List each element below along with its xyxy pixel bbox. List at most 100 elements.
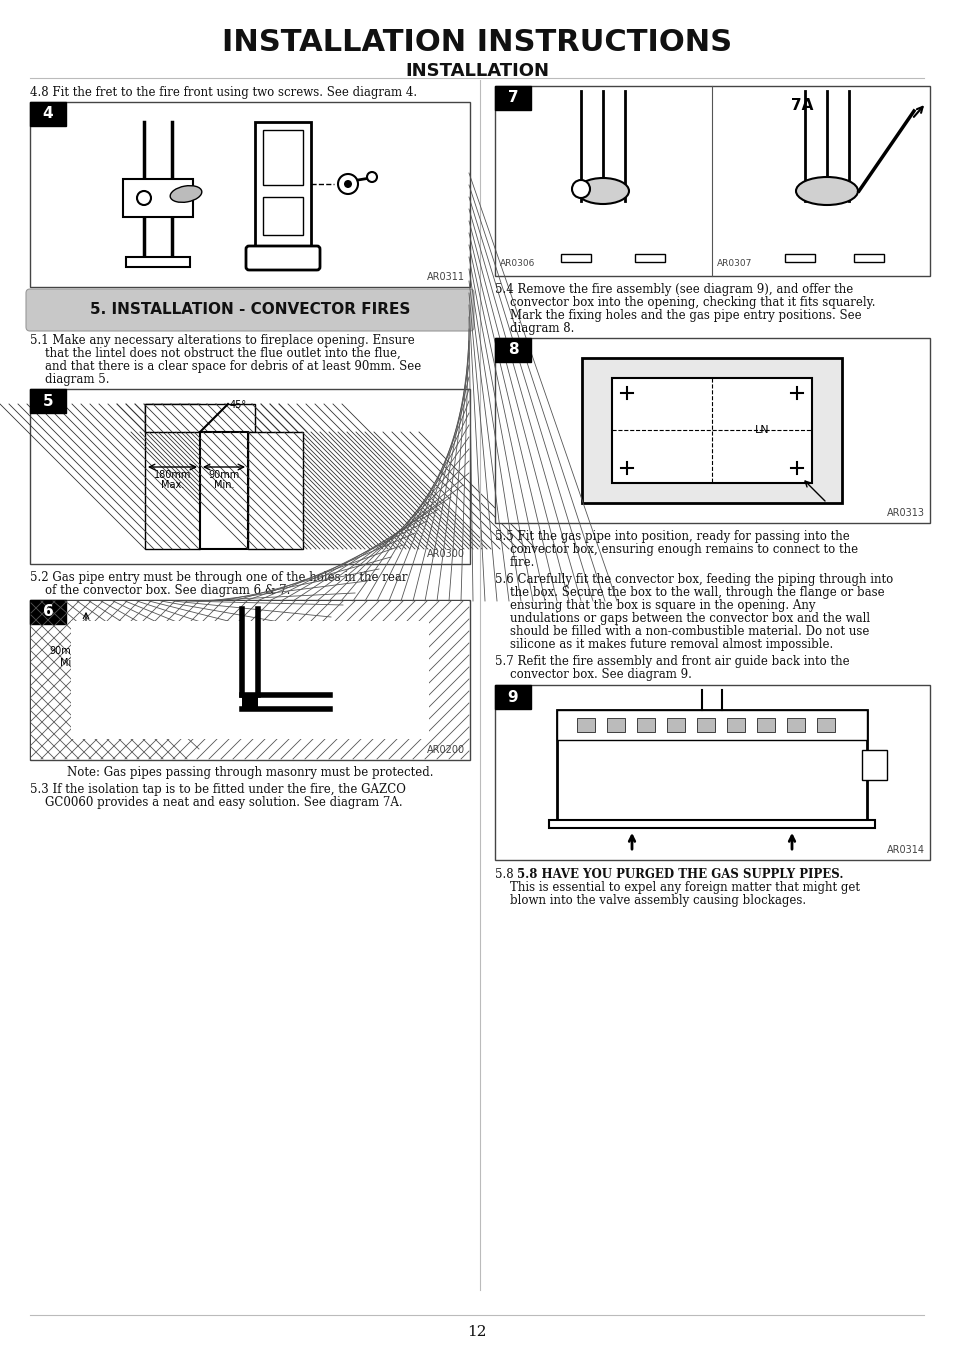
- Text: 5.2 Gas pipe entry must be through one of the holes in the rear: 5.2 Gas pipe entry must be through one o…: [30, 571, 407, 584]
- Text: 45°: 45°: [230, 400, 247, 409]
- Text: 8: 8: [507, 343, 517, 358]
- Bar: [666, 717, 684, 732]
- Bar: [30, 389, 470, 563]
- Bar: [862, 750, 886, 780]
- Circle shape: [344, 180, 352, 188]
- Bar: [581, 358, 841, 503]
- Text: ensuring that the box is square in the opening. Any: ensuring that the box is square in the o…: [495, 598, 815, 612]
- Text: diagram 5.: diagram 5.: [30, 373, 110, 386]
- Text: 90mm: 90mm: [50, 646, 81, 657]
- Text: 5.4 Remove the fire assembly (see diagram 9), and offer the: 5.4 Remove the fire assembly (see diagra…: [495, 282, 852, 296]
- Text: of the convector box. See diagram 6 & 7.: of the convector box. See diagram 6 & 7.: [30, 584, 290, 597]
- Bar: [495, 685, 929, 861]
- Text: AR0306: AR0306: [499, 259, 535, 267]
- Text: Min.: Min.: [60, 658, 81, 667]
- Bar: [145, 404, 254, 432]
- Text: diagram 8.: diagram 8.: [495, 322, 574, 335]
- Text: 5.1 Make any necessary alterations to fireplace opening. Ensure: 5.1 Make any necessary alterations to fi…: [30, 334, 415, 347]
- Bar: [30, 389, 66, 413]
- Bar: [145, 404, 200, 549]
- Text: blown into the valve assembly causing blockages.: blown into the valve assembly causing bl…: [495, 894, 805, 907]
- Ellipse shape: [170, 185, 202, 203]
- Text: INSTALLATION INSTRUCTIONS: INSTALLATION INSTRUCTIONS: [222, 28, 731, 57]
- Text: 180mm: 180mm: [153, 470, 191, 480]
- Ellipse shape: [795, 177, 857, 205]
- Text: AR0307: AR0307: [717, 259, 752, 267]
- Bar: [726, 717, 744, 732]
- Text: LN: LN: [754, 426, 768, 435]
- Text: AR0311: AR0311: [427, 272, 464, 282]
- Bar: [123, 178, 193, 218]
- Text: INSTALLATION: INSTALLATION: [405, 62, 548, 80]
- Bar: [495, 338, 929, 523]
- Text: fire.: fire.: [495, 557, 534, 569]
- Bar: [30, 101, 66, 126]
- Text: the box. Secure the box to the wall, through the flange or base: the box. Secure the box to the wall, thr…: [495, 586, 883, 598]
- Text: 5: 5: [43, 393, 53, 408]
- Text: Note: Gas pipes passing through masonry must be protected.: Note: Gas pipes passing through masonry …: [67, 766, 433, 780]
- Bar: [697, 717, 714, 732]
- Bar: [637, 717, 655, 732]
- Bar: [784, 254, 814, 262]
- Text: 7A: 7A: [790, 99, 812, 113]
- Text: 5.3 If the isolation tap is to be fitted under the fire, the GAZCO: 5.3 If the isolation tap is to be fitted…: [30, 784, 405, 796]
- Bar: [30, 600, 470, 761]
- Text: should be filled with a non-combustible material. Do not use: should be filled with a non-combustible …: [495, 626, 868, 638]
- Text: convector box. See diagram 9.: convector box. See diagram 9.: [495, 667, 691, 681]
- Text: silicone as it makes future removal almost impossible.: silicone as it makes future removal almo…: [495, 638, 832, 651]
- Text: 9: 9: [507, 689, 517, 704]
- Text: AR0314: AR0314: [886, 844, 924, 855]
- Text: Max.: Max.: [161, 480, 184, 490]
- Bar: [30, 600, 66, 624]
- Text: AR0200: AR0200: [426, 744, 464, 755]
- Text: 5.5 Fit the gas pipe into position, ready for passing into the: 5.5 Fit the gas pipe into position, read…: [495, 530, 849, 543]
- Bar: [757, 717, 774, 732]
- Bar: [200, 432, 248, 549]
- Bar: [853, 254, 883, 262]
- Circle shape: [572, 180, 589, 199]
- Bar: [495, 86, 531, 109]
- Text: 7: 7: [507, 91, 517, 105]
- Circle shape: [137, 190, 151, 205]
- Circle shape: [337, 174, 357, 195]
- Bar: [263, 197, 303, 235]
- Text: 5.8 HAVE YOU PURGED THE GAS SUPPLY PIPES.: 5.8 HAVE YOU PURGED THE GAS SUPPLY PIPES…: [517, 867, 842, 881]
- Text: undulations or gaps between the convector box and the wall: undulations or gaps between the convecto…: [495, 612, 869, 626]
- Bar: [30, 101, 470, 286]
- Bar: [786, 717, 804, 732]
- Bar: [248, 432, 303, 549]
- FancyBboxPatch shape: [26, 289, 474, 331]
- Text: and that there is a clear space for debris of at least 90mm. See: and that there is a clear space for debr…: [30, 359, 421, 373]
- Text: convector box, ensuring enough remains to connect to the: convector box, ensuring enough remains t…: [495, 543, 858, 557]
- Bar: [495, 338, 531, 362]
- Text: 5.6 Carefully fit the convector box, feeding the piping through into: 5.6 Carefully fit the convector box, fee…: [495, 573, 892, 586]
- Text: convector box into the opening, checking that it fits squarely.: convector box into the opening, checking…: [495, 296, 875, 309]
- Bar: [71, 621, 429, 739]
- Text: 4.8 Fit the fret to the fire front using two screws. See diagram 4.: 4.8 Fit the fret to the fire front using…: [30, 86, 416, 99]
- Bar: [263, 130, 303, 185]
- Circle shape: [367, 172, 376, 182]
- Bar: [606, 717, 624, 732]
- Bar: [30, 601, 469, 759]
- Bar: [557, 711, 866, 740]
- Text: 4: 4: [43, 107, 53, 122]
- Text: Mark the fixing holes and the gas pipe entry positions. See: Mark the fixing holes and the gas pipe e…: [495, 309, 861, 322]
- Bar: [126, 257, 190, 267]
- Bar: [612, 378, 811, 484]
- FancyBboxPatch shape: [246, 246, 319, 270]
- Text: 5.7 Refit the fire assembly and front air guide back into the: 5.7 Refit the fire assembly and front ai…: [495, 655, 849, 667]
- Text: Min.: Min.: [213, 480, 234, 490]
- Text: that the lintel does not obstruct the flue outlet into the flue,: that the lintel does not obstruct the fl…: [30, 347, 400, 359]
- Bar: [548, 820, 874, 828]
- Text: 6: 6: [43, 604, 53, 620]
- Text: 12: 12: [467, 1325, 486, 1339]
- Text: 5.8: 5.8: [495, 867, 517, 881]
- Bar: [495, 685, 531, 709]
- Bar: [560, 254, 590, 262]
- Text: GC0060 provides a neat and easy solution. See diagram 7A.: GC0060 provides a neat and easy solution…: [30, 796, 402, 809]
- Bar: [495, 86, 929, 276]
- Text: This is essential to expel any foreign matter that might get: This is essential to expel any foreign m…: [495, 881, 859, 894]
- Bar: [242, 694, 257, 709]
- Bar: [816, 717, 834, 732]
- Text: 90mm: 90mm: [208, 470, 239, 480]
